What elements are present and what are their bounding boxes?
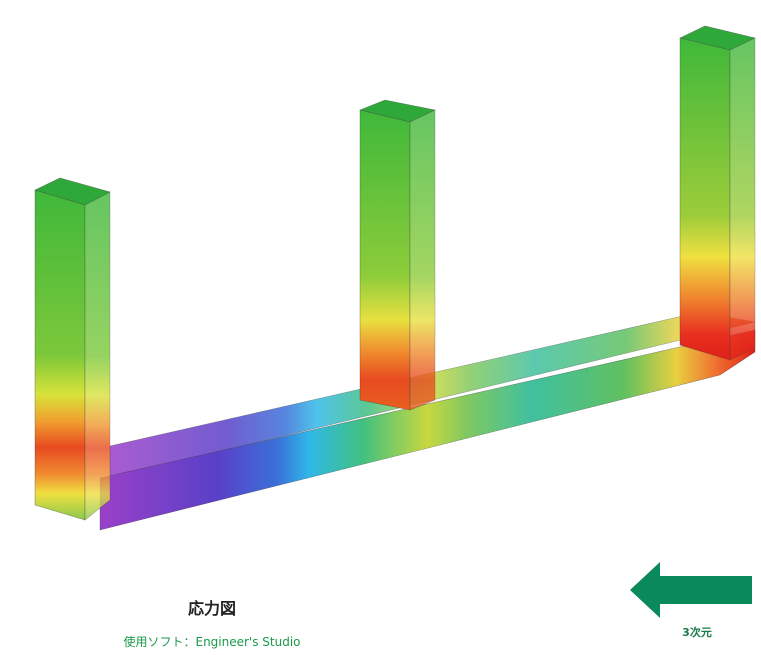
direction-arrow <box>630 562 752 618</box>
page: 3次元 応力図 使用ソフト：Engineer's Studio (() => {… <box>0 0 761 655</box>
caption-title: 応力図 <box>188 599 236 618</box>
model <box>35 26 755 530</box>
stress-diagram: 3次元 応力図 使用ソフト：Engineer's Studio <box>0 0 761 655</box>
left-column-front <box>35 190 85 520</box>
arrow-label: 3次元 <box>682 625 712 639</box>
caption-software: 使用ソフト：Engineer's Studio <box>123 634 300 649</box>
right-column-side <box>730 38 755 360</box>
right-column-front <box>680 38 730 360</box>
middle-column-side <box>410 110 435 410</box>
left-column-side <box>85 192 110 520</box>
middle-column-front <box>360 110 410 410</box>
